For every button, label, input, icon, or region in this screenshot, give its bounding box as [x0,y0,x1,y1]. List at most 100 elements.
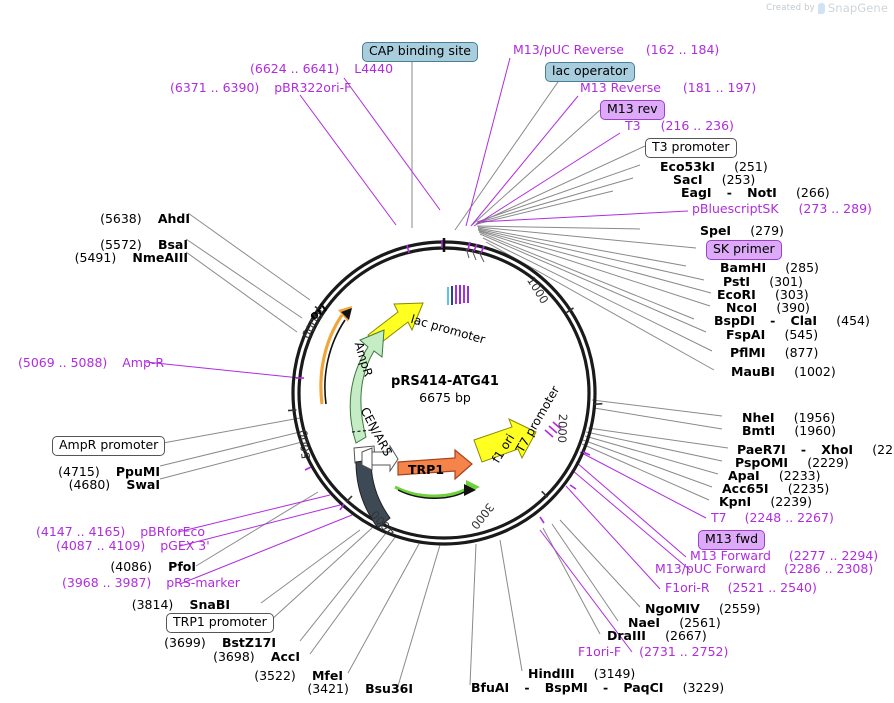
enzyme-label-paer7i-xhoi[interactable]: PaeR7I - XhoI (2220) [737,441,894,457]
primer-label-pbr322ori-f[interactable]: (6371 .. 6390) pBR322ori-F [170,80,352,95]
enzyme-pos: (303) [775,287,809,302]
enzyme-name: NcoI [726,300,758,315]
label-cap-binding-site[interactable]: CAP binding site [362,42,478,62]
enzyme-name: KpnI [719,494,752,509]
watermark-brand: SnapGene [827,1,888,15]
enzyme-label-eagi-noti[interactable]: EagI - NotI (266) [681,184,830,200]
primer-label-pbluescriptsk[interactable]: pBluescriptSK (273 .. 289) [692,201,872,216]
primer-name: M13 Reverse [580,80,661,95]
feature-label-lac-promoter: lac promoter [409,312,487,347]
enzyme-pos: (3698) [213,649,255,664]
enzyme-label-bsai[interactable]: (5572) BsaI [0,236,188,252]
primer-pos: (3968 .. 3987) [62,575,152,590]
enzyme-label-pspomi[interactable]: PspOMI (2229) [735,454,849,470]
primer-label-m13-puc-reverse[interactable]: M13/pUC Reverse (162 .. 184) [513,43,719,57]
enzyme-label-nhei[interactable]: NheI (1956) [742,409,835,425]
enzyme-pos: (2235) [787,481,830,496]
enzyme-pos: (2220) [872,442,894,457]
label-m13-fwd[interactable]: M13 fwd [698,530,766,550]
primer-label-f1ori-f[interactable]: F1ori-F (2731 .. 2752) [578,645,728,659]
enzyme-label-saci[interactable]: SacI (253) [673,171,755,187]
enzyme-label-ahdi[interactable]: (5638) AhdI [0,210,190,226]
primer-label-m13-reverse[interactable]: M13 Reverse (181 .. 197) [580,80,756,95]
enzyme-label-ncoi[interactable]: NcoI (390) [726,299,810,315]
plasmid-size: 6675 bp [419,390,471,405]
enzyme-pos: (1002) [794,364,836,379]
primer-label-pgex3[interactable]: (4087 .. 4109) pGEX 3' [56,539,210,553]
primer-pos: (2277 .. 2294) [788,548,879,563]
enzyme-pos: (253) [721,172,756,187]
enzyme-label-pflmi[interactable]: PflMI (877) [730,344,818,360]
enzyme-name: BamHI [720,260,767,275]
enzyme-pos: (3699) [164,635,206,650]
enzyme-label-bsu36i[interactable]: (3421) Bsu36I [0,680,413,696]
primer-label-m13-puc-forward[interactable]: M13/pUC Forward (2286 .. 2308) [655,561,873,576]
enzyme-name: BsaI [157,237,188,252]
primer-name: M13/pUC Forward [655,561,766,576]
enzyme-name: Acc65I [722,481,769,496]
label-trp1-promoter[interactable]: TRP1 promoter [166,613,274,633]
enzyme-label-spei[interactable]: SpeI (279) [700,222,784,238]
enzyme-label-mfei[interactable]: (3522) MfeI [0,667,343,683]
enzyme-label-ngomiv[interactable]: NgoMIV (2559) [645,600,761,616]
primer-label-t7[interactable]: T7 (2248 .. 2267) [711,510,834,525]
ruler-tick-4000: 4000 [367,507,398,539]
primer-label-f1ori-r[interactable]: F1ori-R (2521 .. 2540) [665,581,817,595]
enzyme-label-ppumi[interactable]: (4715) PpuMI [0,463,160,479]
enzyme-label-nmeaiii[interactable]: (5491) NmeAIII [0,249,188,265]
ruler-tick-3000: 3000 [467,500,497,533]
enzyme-label-bstz17i[interactable]: (3699) BstZ17I [0,634,276,650]
enzyme-label-hindiii[interactable]: HindIII (3149) [528,665,635,681]
primer-name: pBR322ori-F [274,80,352,95]
enzyme-pos: (4680) [68,477,111,492]
enzyme-name: BfuAI [471,680,510,695]
enzyme-label-acci[interactable]: (3698) AccI [0,648,300,664]
enzyme-separator: - [524,680,530,695]
enzyme-label-kpni[interactable]: KpnI (2239) [719,493,812,509]
enzyme-label-bmti[interactable]: BmtI (1960) [742,422,836,438]
enzyme-label-fspai[interactable]: FspAI (545) [726,326,818,342]
primer-label-m13-forward[interactable]: M13 Forward (2277 .. 2294) [690,548,879,563]
enzyme-pos: (285) [785,260,819,275]
primer-label-prs-marker[interactable]: (3968 .. 3987) pRS-marker [62,575,240,590]
enzyme-pos: (2233) [778,468,821,483]
primer-name: pBluescriptSK [692,201,779,216]
enzyme-label-acc65i[interactable]: Acc65I (2235) [722,480,829,496]
enzyme-label-draiii[interactable]: DraIII (2667) [607,627,707,643]
enzyme-label-pfoi[interactable]: (4086) PfoI [0,558,196,574]
label-ampr-promoter[interactable]: AmpR promoter [52,436,166,456]
label-t3-promoter[interactable]: T3 promoter [645,138,737,158]
enzyme-label-ecori[interactable]: EcoRI (303) [717,286,809,302]
enzyme-name: PflMI [730,345,766,360]
enzyme-name: SwaI [126,477,160,492]
enzyme-separator: - [770,313,776,328]
primer-label-amp-r[interactable]: (5069 .. 5088) Amp-R [18,356,164,370]
enzyme-name-2: NotI [747,185,777,200]
label-lac-operator[interactable]: lac operator [545,62,635,82]
enzyme-name-2: ClaI [790,313,818,328]
primer-pos: (2248 .. 2267) [744,510,834,525]
enzyme-label-snabi[interactable]: (3814) SnaBI [0,596,230,612]
enzyme-label-bamhi[interactable]: BamHI (285) [720,259,819,275]
label-m13-rev[interactable]: M13 rev [600,100,665,120]
enzyme-label-bfuai-bspmi-paqci[interactable]: BfuAI - BspMI - PaqCI (3229) [471,679,724,695]
enzyme-pos: (390) [776,300,810,315]
label-sk-primer[interactable]: SK primer [706,240,782,260]
enzyme-label-psti[interactable]: PstI (301) [723,273,803,289]
enzyme-pos: (454) [836,313,870,328]
enzyme-pos: (4715) [58,464,100,479]
enzyme-name: AccI [270,649,300,664]
primer-label-t3[interactable]: T3 (216 .. 236) [625,119,734,133]
enzyme-name: SpeI [700,223,732,238]
primer-label-l4440[interactable]: (6624 .. 6641) L4440 [250,61,394,76]
enzyme-name: MauBI [731,364,775,379]
enzyme-label-maubi[interactable]: MauBI (1002) [731,363,836,379]
enzyme-label-apai[interactable]: ApaI (2233) [728,467,820,483]
ruler-tick-1000: 1000 [524,274,552,307]
enzyme-label-naei[interactable]: NaeI (2561) [628,614,721,630]
enzyme-label-bspdi-clai[interactable]: BspDI - ClaI (454) [714,312,870,328]
primer-label-pbrforeco[interactable]: (4147 .. 4165) pBRforEco [36,525,205,539]
enzyme-label-swai[interactable]: (4680) SwaI [0,476,160,492]
enzyme-label-eco53ki[interactable]: Eco53kI (251) [660,158,768,174]
primer-name: L4440 [354,61,394,76]
